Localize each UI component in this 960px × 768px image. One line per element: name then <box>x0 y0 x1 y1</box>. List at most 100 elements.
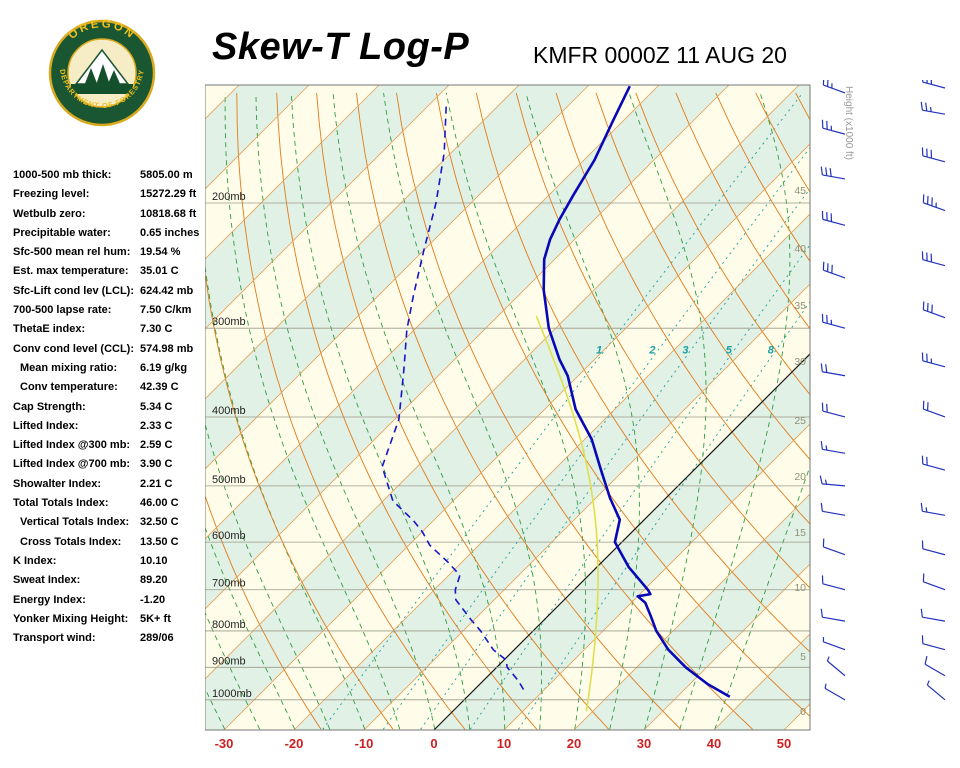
parcel-curve <box>535 315 599 712</box>
index-label: Total Totals Index: <box>13 497 109 510</box>
index-value: 42.39 C <box>140 381 179 394</box>
index-row: Sfc-Lift cond lev (LCL): 624.42 mb <box>13 282 207 301</box>
index-label: Mean mixing ratio: <box>20 361 118 374</box>
pressure-label: 300mb <box>212 316 246 328</box>
chart-border <box>204 84 811 731</box>
indices-panel: 1000-500 mb thick: 5805.00 m Freezing leve… <box>13 166 207 648</box>
index-value: 5805.00 m <box>140 169 193 181</box>
chart-body: 1 2 3 5 8454035302520151050200mb300mb400mb50… <box>205 85 810 730</box>
index-row: Cap Strength: 5.34 C <box>13 398 207 417</box>
index-label: Cap Strength: <box>13 400 86 413</box>
index-value: 7.50 C/km <box>140 304 192 317</box>
height-tick-label: 25 <box>794 415 806 427</box>
index-label: ThetaE index: <box>13 323 86 336</box>
index-label: Lifted Index @300 mb: <box>13 439 131 452</box>
temp-axis-label: 50 <box>777 736 791 751</box>
height-tick-label: 15 <box>794 527 806 539</box>
height-tick-label: 40 <box>794 243 806 255</box>
index-value: 0.65 inches <box>140 226 200 239</box>
page-title: Skew-T Log-P <box>212 26 470 68</box>
index-value: 46.00 C <box>140 497 179 510</box>
index-value: 7.30 C <box>140 323 173 336</box>
temp-axis-label: 30 <box>637 736 651 751</box>
index-label: Sfc-Lift cond lev (LCL): <box>13 284 134 297</box>
temp-axis-label: 20 <box>567 736 581 751</box>
index-row: K Index: 10.10 <box>13 552 207 571</box>
odf-logo: OREGON DEPARTMENT OF FORESTRY <box>46 10 158 136</box>
pressure-label: 200mb <box>212 191 246 203</box>
index-row: Yonker Mixing Height: 5K+ ft <box>13 610 207 629</box>
height-tick-label: 35 <box>794 300 806 312</box>
index-label: Energy Index: <box>13 593 86 606</box>
index-row: Precipitable water: 0.65 inches <box>13 224 207 243</box>
index-row: Cross Totals Index: 13.50 C <box>13 533 207 552</box>
index-label: 1000-500 mb thick: <box>13 169 112 181</box>
index-row: Est. max temperature: 35.01 C <box>13 262 207 281</box>
index-label: 700-500 lapse rate: <box>13 304 112 317</box>
height-tick-label: 30 <box>794 356 806 368</box>
skewt-chart: 1 2 3 5 8 45 40 35 30 25 20 15 10 5 0 200mb 300mb 400mb 50… <box>204 73 960 762</box>
index-value: 5.34 C <box>140 400 173 413</box>
height-axis-title: Height (x1000 ft) <box>843 86 854 160</box>
index-row: Sfc-500 mean rel hum: 19.54 % <box>13 243 207 262</box>
index-value: 5K+ ft <box>140 612 171 625</box>
index-row: Transport wind: 289/06 <box>13 629 207 648</box>
index-row: Mean mixing ratio: 6.19 g/kg <box>13 359 207 378</box>
index-label: Wetbulb zero: <box>13 207 86 220</box>
index-value: 574.98 mb <box>140 342 194 355</box>
index-value: 3.90 C <box>140 458 173 471</box>
height-tick-label: 20 <box>794 471 806 483</box>
index-value: 6.19 g/kg <box>140 361 188 374</box>
index-label: Precipitable water: <box>13 226 111 239</box>
odf-logo-svg: OREGON DEPARTMENT OF FORESTRY <box>48 18 156 127</box>
index-row: Lifted Index @300 mb: 2.59 C <box>13 436 207 455</box>
tree-icon <box>107 70 121 86</box>
index-label: Showalter Index: <box>13 477 102 490</box>
index-value: 2.33 C <box>140 419 173 432</box>
index-row: 1000-500 mb thick: 5805.00 m <box>13 166 207 185</box>
index-row: Conv cond level (CCL): 574.98 mb <box>13 340 207 359</box>
pressure-label: 400mb <box>212 405 246 417</box>
index-label: Conv temperature: <box>20 381 118 394</box>
temp-axis-label: -10 <box>355 736 374 751</box>
index-value: 15272.29 ft <box>140 188 197 201</box>
pressure-label: 700mb <box>212 578 246 590</box>
index-value: 10818.68 ft <box>140 207 197 220</box>
height-tick-label: 10 <box>794 582 806 594</box>
index-label: Freezing level: <box>13 188 90 201</box>
index-row: Total Totals Index: 46.00 C <box>13 494 207 513</box>
pressure-label: 900mb <box>212 655 246 667</box>
index-value: 32.50 C <box>140 516 179 529</box>
logo-ground <box>71 84 133 94</box>
index-label: Vertical Totals Index: <box>20 516 130 529</box>
height-tick-label: 45 <box>794 185 806 197</box>
index-row: Energy Index: -1.20 <box>13 591 207 610</box>
index-row: Conv temperature: 42.39 C <box>13 378 207 397</box>
pressure-label: 1000mb <box>212 688 252 700</box>
index-label: Conv cond level (CCL): <box>13 342 135 355</box>
index-row: Lifted Index @700 mb: 3.90 C <box>13 455 207 474</box>
wind-barb-column-primary <box>819 76 846 701</box>
index-value: 10.10 <box>140 554 168 567</box>
index-value: 2.59 C <box>140 439 173 452</box>
index-row: Vertical Totals Index: 32.50 C <box>13 513 207 532</box>
index-label: Yonker Mixing Height: <box>13 612 129 625</box>
station-datetime: KMFR 0000Z 11 AUG 20 <box>533 42 787 68</box>
index-row: Sweat Index: 89.20 <box>13 571 207 590</box>
index-label: K Index: <box>13 554 57 567</box>
tree-icon <box>84 68 98 86</box>
index-row: 700-500 lapse rate: 7.50 C/km <box>13 301 207 320</box>
index-value: 13.50 C <box>140 535 179 548</box>
index-value: 624.42 mb <box>140 284 194 297</box>
index-label: Transport wind: <box>13 632 96 645</box>
skewt-svg: 1 2 3 5 8454035302520151050200mb300mb400mb50… <box>204 73 946 751</box>
zero-isotherm <box>433 353 810 730</box>
mixing-ratio-label: 8 <box>768 345 775 357</box>
mixing-ratio-label: 1 <box>596 345 602 357</box>
height-tick-label: 0 <box>800 706 806 718</box>
dewpoint-curve <box>381 101 525 690</box>
index-row: Showalter Index: 2.21 C <box>13 475 207 494</box>
index-row: Freezing level: 15272.29 ft <box>13 185 207 204</box>
height-tick-label: 5 <box>800 651 806 663</box>
index-value: 89.20 <box>140 574 168 587</box>
